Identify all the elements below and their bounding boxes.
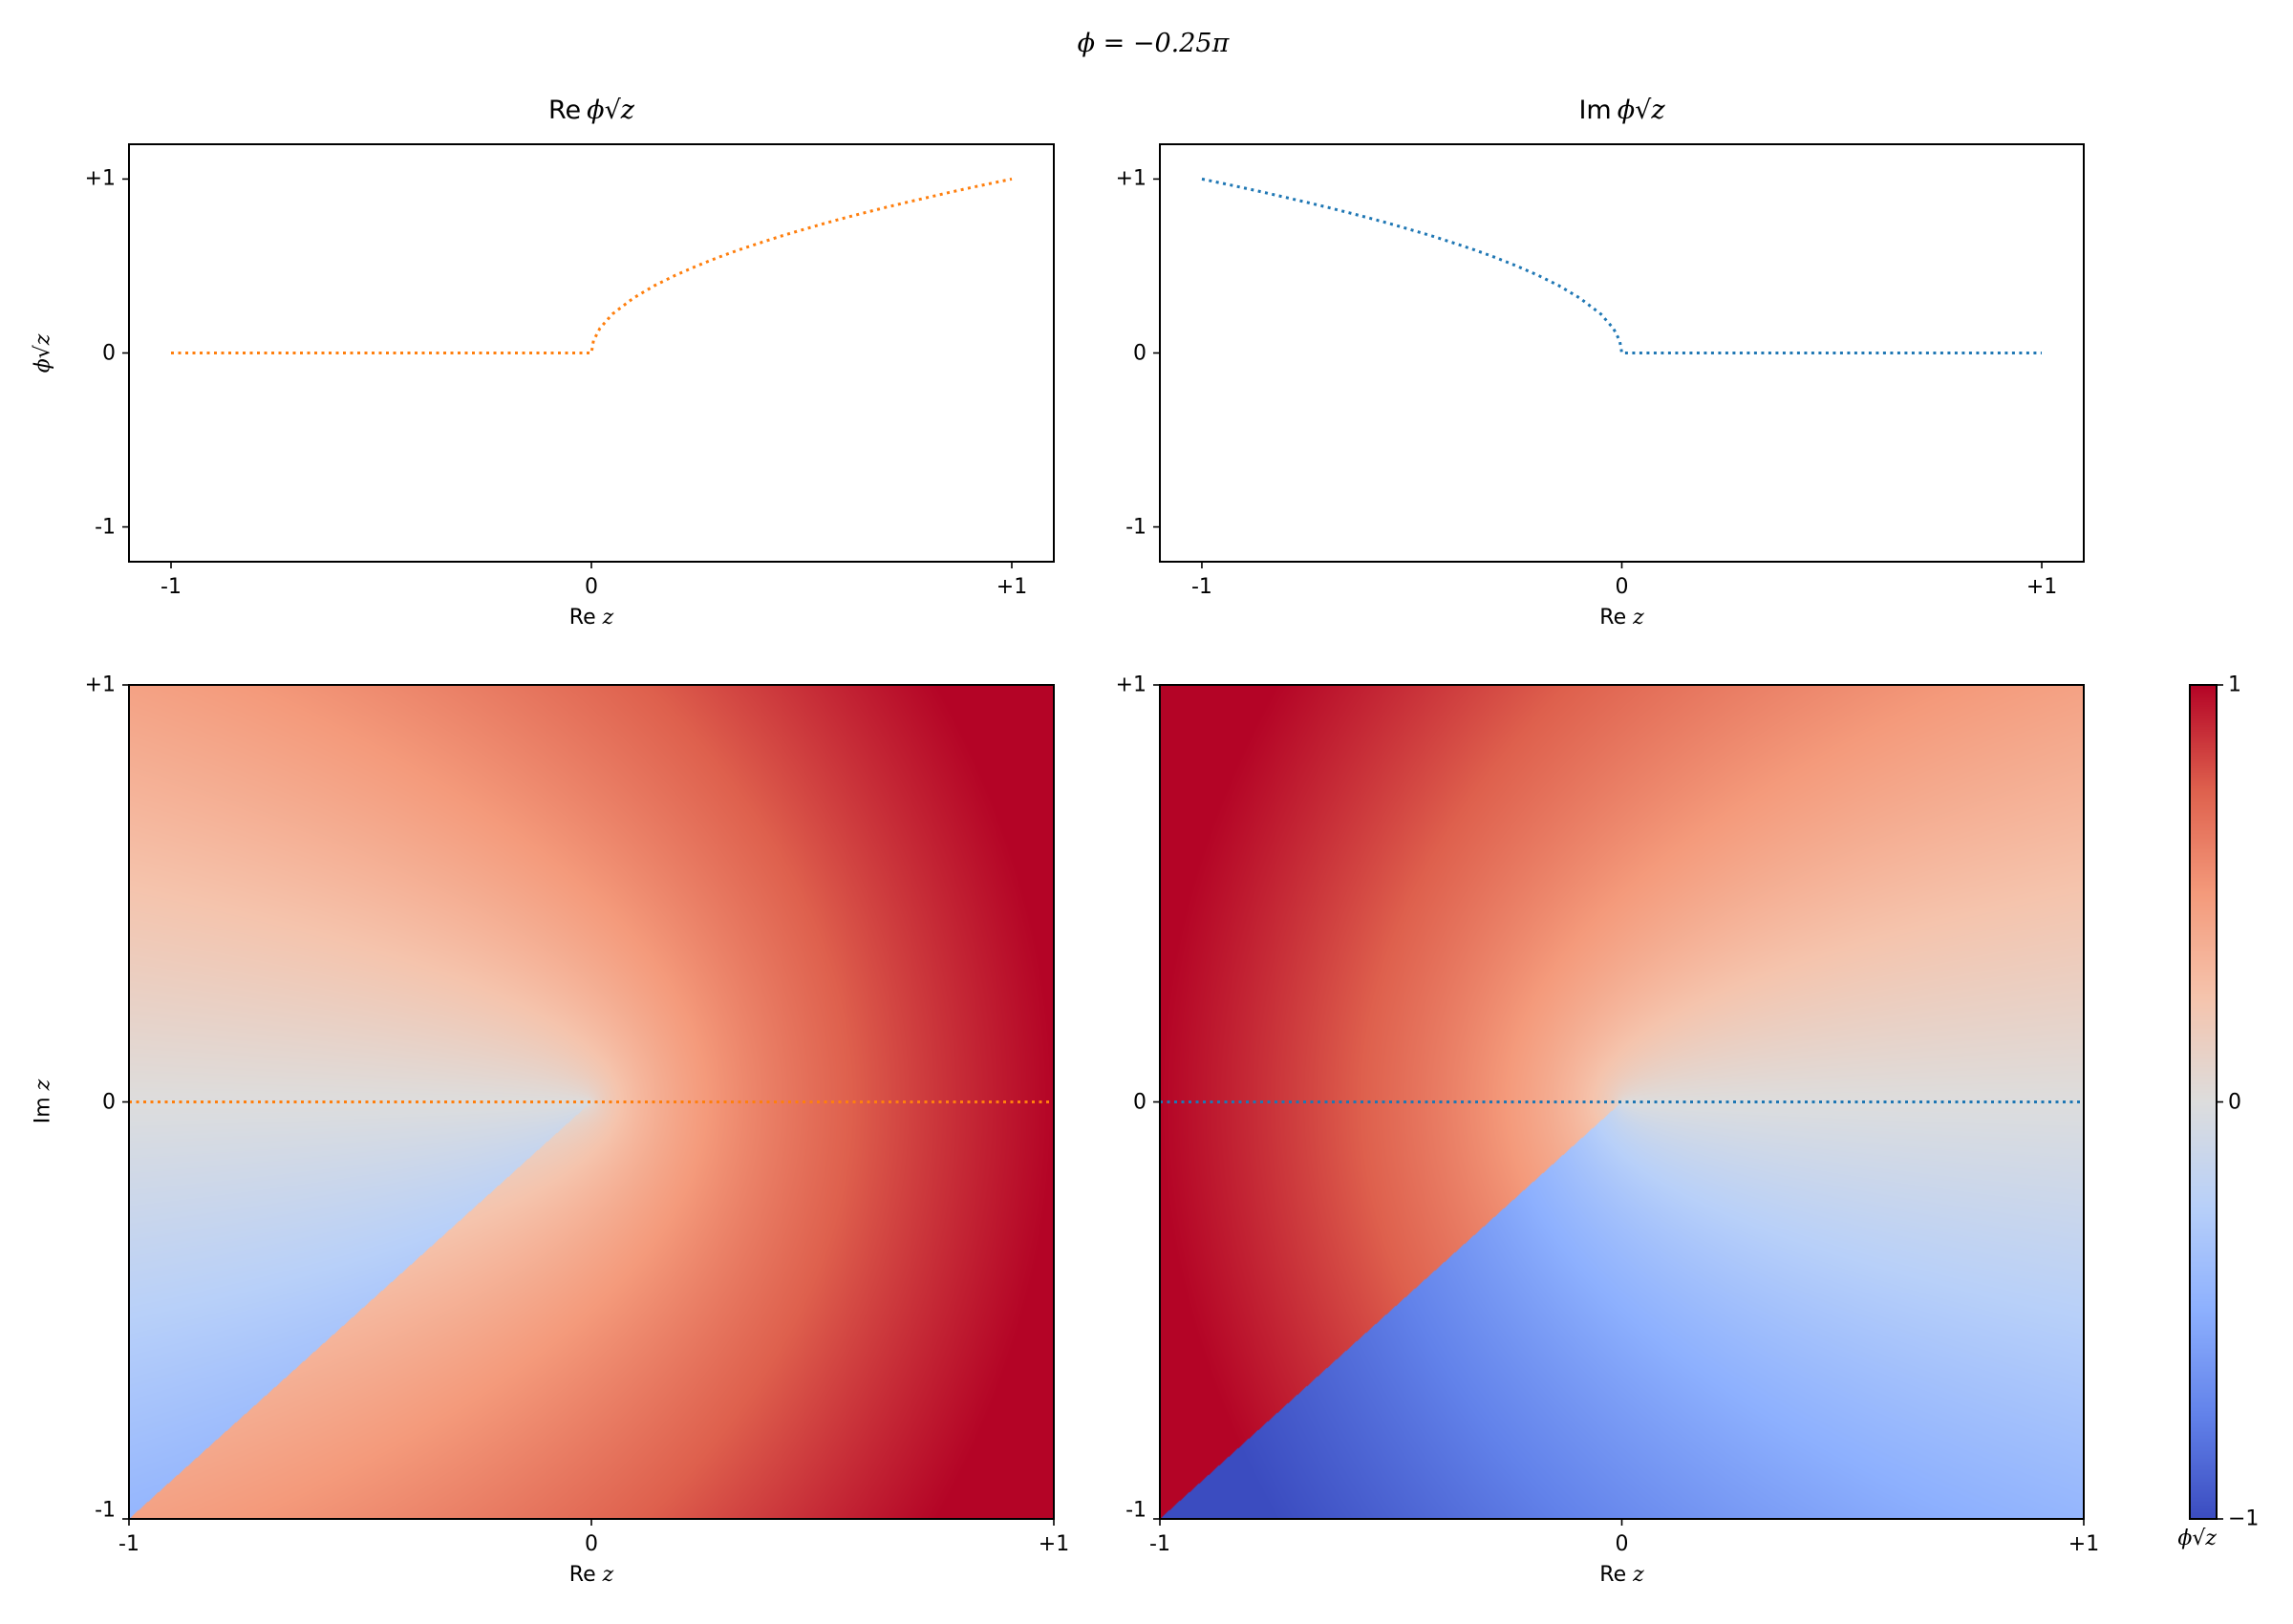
re-text: Re (568, 606, 596, 630)
y-tick-label: 0 (102, 340, 116, 365)
colorbar-label: ϕ√z (2177, 1527, 2217, 1550)
z-text: z (1633, 1563, 1644, 1587)
x-tick-label: -1 (118, 1532, 139, 1556)
series-line-top-left (171, 177, 1013, 354)
x-tick-label: 0 (585, 575, 598, 599)
re-text: Re (1599, 1563, 1627, 1587)
y-tick-label: 0 (1133, 340, 1146, 365)
x-tick-label: 0 (585, 1532, 598, 1556)
re-text: Re (1599, 606, 1627, 630)
y-tick-label: -1 (1125, 1498, 1146, 1523)
x-tick-label: -1 (1149, 1532, 1170, 1556)
heatmap-re (129, 685, 1054, 1519)
z-text: z (602, 606, 614, 630)
y-axis-label-imz: Im z (31, 1079, 54, 1124)
y-tick-label: +1 (1115, 673, 1146, 697)
y-axis-label-root: ϕ√z (31, 334, 54, 374)
re-text: Re (568, 1563, 596, 1587)
heatmap-im (1160, 685, 2084, 1519)
y-tick-label: -1 (95, 514, 116, 539)
colorbar-frame (2189, 684, 2218, 1520)
x-tick-label: 0 (1615, 575, 1629, 599)
x-tick-label: -1 (1190, 575, 1212, 599)
z-text: z (31, 1079, 55, 1091)
y-tick-label: +1 (1115, 166, 1146, 191)
y-tick-label: -1 (95, 1498, 116, 1523)
root-expression: ϕ√z (1617, 96, 1665, 125)
colorbar-tick-label: −1 (2228, 1506, 2260, 1531)
x-axis-label: Re z (1599, 606, 1643, 630)
axes-title: Re ϕ√z (548, 96, 634, 125)
colorbar-tick-label: 0 (2228, 1089, 2241, 1114)
x-axis-label: Re z (569, 606, 613, 630)
y-tick-label: -1 (1125, 514, 1146, 539)
root-expression: ϕ√z (2177, 1527, 2217, 1550)
title-prefix: Re (547, 96, 582, 125)
x-tick-label: +1 (2025, 575, 2058, 599)
root-expression: ϕ√z (587, 96, 635, 125)
axes-frame-top-left (128, 143, 1055, 563)
x-axis-label: Re z (569, 1563, 613, 1587)
axes-title: Im ϕ√z (1578, 96, 1664, 125)
z-text: z (1633, 606, 1644, 630)
y-tick-label: +1 (84, 166, 116, 191)
x-tick-label: +1 (2068, 1532, 2100, 1556)
x-tick-label: +1 (1038, 1532, 1070, 1556)
colorbar-tick-label: 1 (2228, 673, 2241, 697)
series-line-top-right (1201, 177, 2042, 354)
im-text: Im (31, 1097, 55, 1124)
y-tick-label: 0 (1133, 1089, 1146, 1114)
y-tick-label: +1 (84, 673, 116, 697)
root-expression: ϕ√z (31, 333, 55, 374)
colorbar-gradient (2190, 685, 2217, 1519)
x-tick-label: 0 (1615, 1532, 1629, 1556)
z-text: z (602, 1563, 614, 1587)
figure-suptitle: ϕ = −0.25π (1077, 29, 1230, 58)
x-axis-label: Re z (1599, 1563, 1643, 1587)
x-tick-label: -1 (161, 575, 182, 599)
title-prefix: Im (1578, 96, 1612, 125)
axes-frame-top-right (1159, 143, 2085, 563)
y-tick-label: 0 (102, 1089, 116, 1114)
x-tick-label: +1 (996, 575, 1028, 599)
